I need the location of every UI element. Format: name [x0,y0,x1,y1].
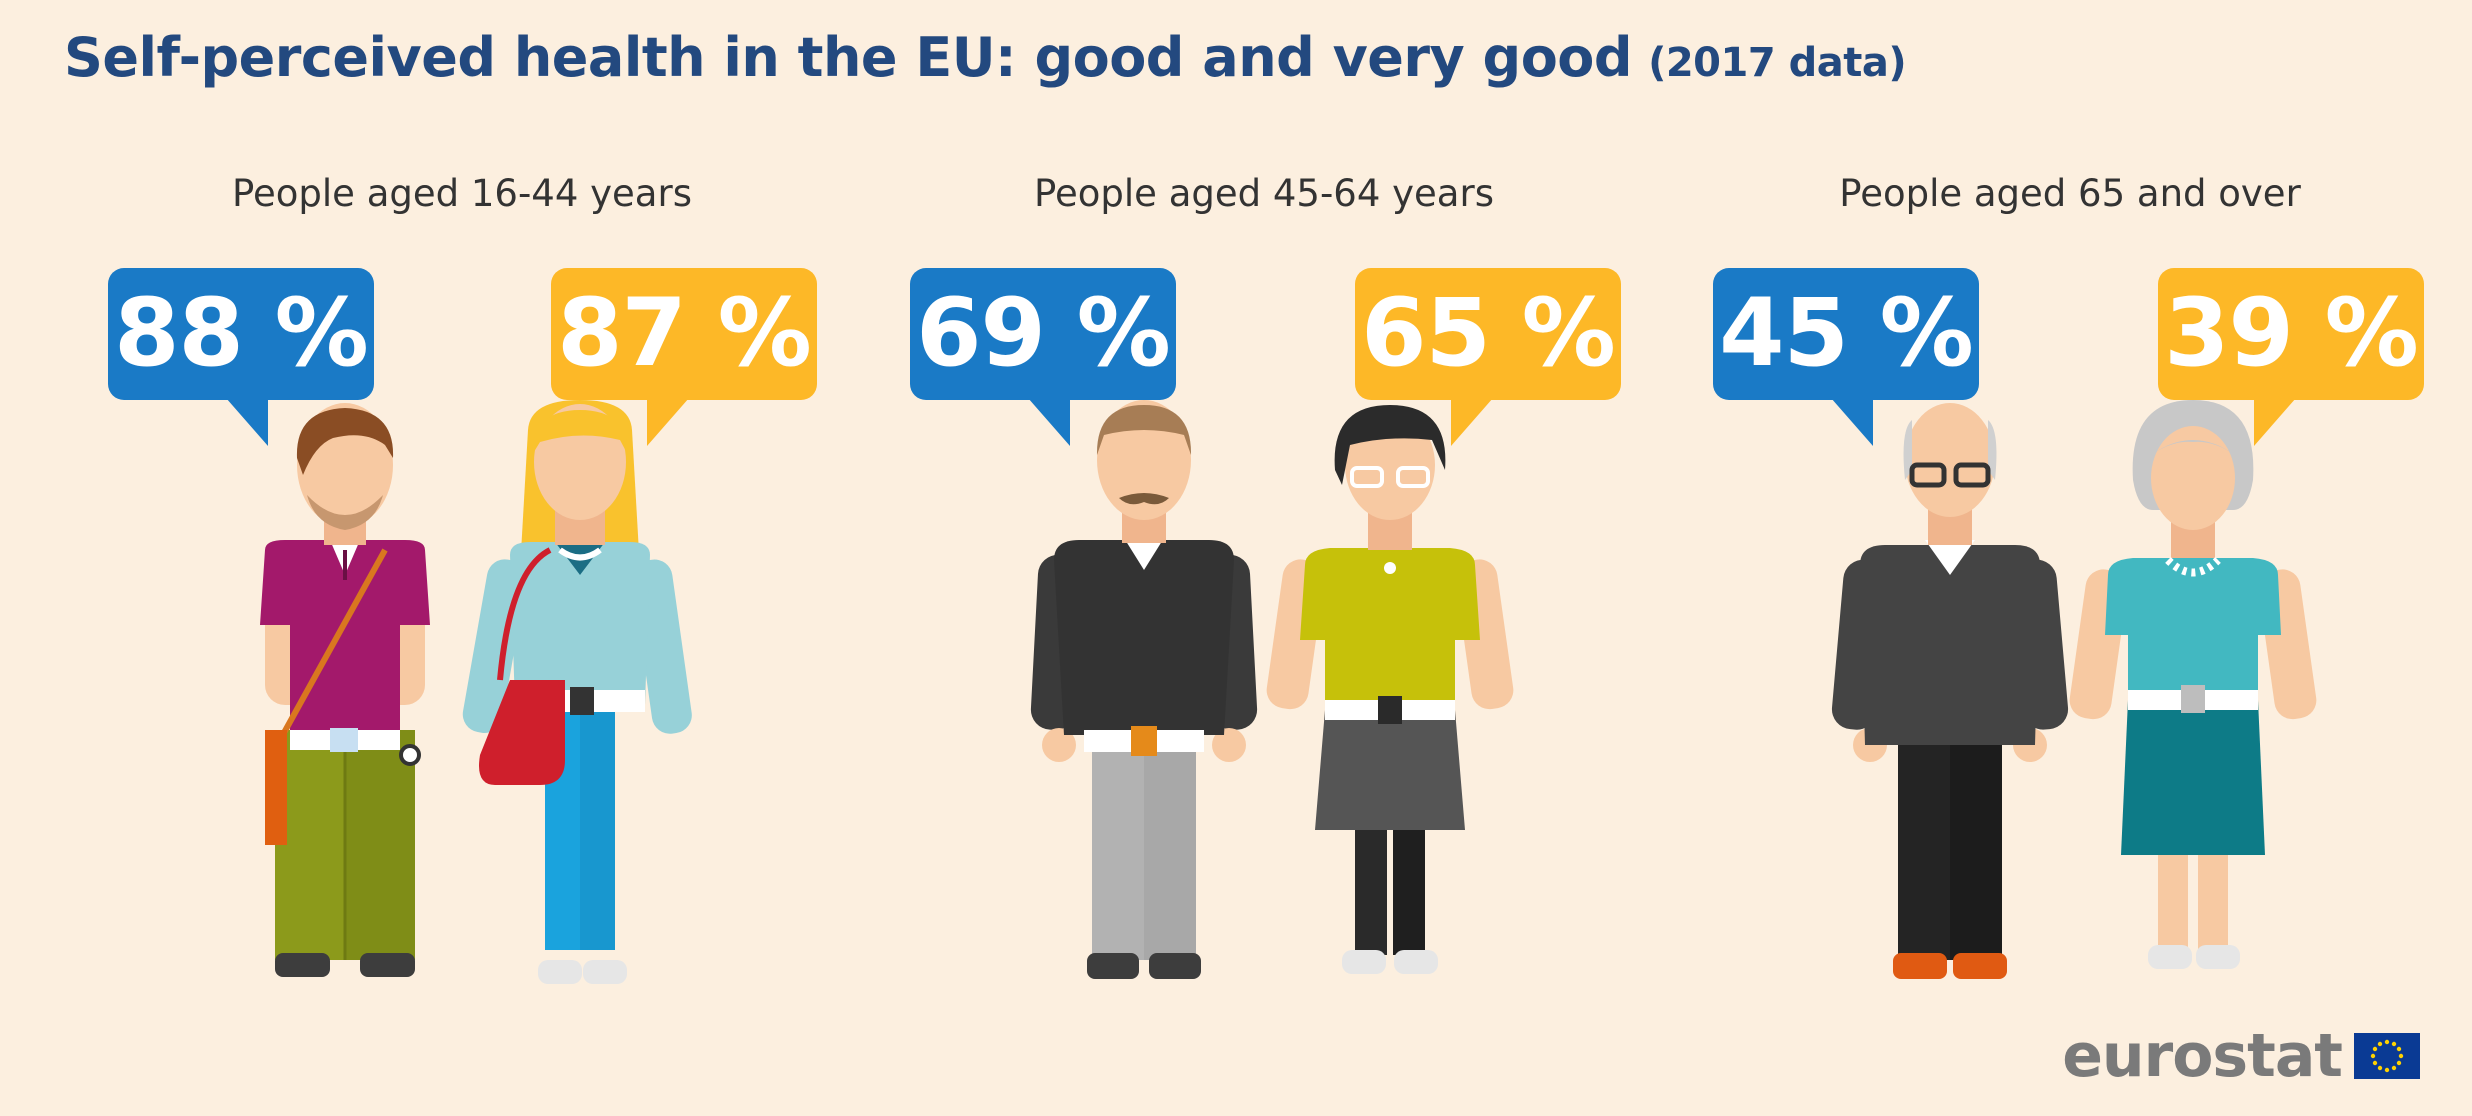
eu-flag-icon [2354,1033,2420,1079]
chart-title: Self-perceived health in the EU: good an… [64,26,1906,89]
value-label-male-16-44: 88 % [108,268,374,400]
group-label-16-44: People aged 16-44 years [82,172,842,215]
subtitle-text: (2017 data) [1648,40,1906,86]
group-label-45-64: People aged 45-64 years [884,172,1644,215]
value-label-female-65-over: 39 % [2158,268,2424,400]
elderly-woman-figure [2083,400,2303,990]
value-label-female-45-64: 65 % [1355,268,1621,400]
elderly-man-figure [1840,400,2060,990]
middle-aged-woman-figure [1280,400,1500,990]
value-label-male-45-64: 69 % [910,268,1176,400]
middle-aged-man-figure [1034,400,1254,990]
title-text: Self-perceived health in the EU: good an… [64,26,1632,89]
value-label-male-65-over: 45 % [1713,268,1979,400]
value-label-female-16-44: 87 % [551,268,817,400]
eurostat-logo: eurostat [2062,1028,2420,1084]
group-label-65-over: People aged 65 and over [1690,172,2450,215]
young-woman-figure [470,400,690,990]
logo-text: eurostat [2062,1021,2342,1091]
young-man-figure [235,400,455,990]
